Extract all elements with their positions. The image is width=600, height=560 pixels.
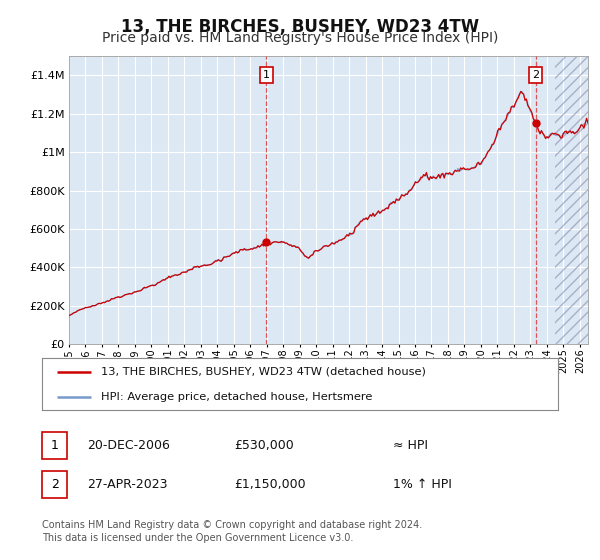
Text: 20-DEC-2006: 20-DEC-2006 [87,438,170,452]
Text: 27-APR-2023: 27-APR-2023 [87,478,167,491]
Text: 2: 2 [50,478,59,491]
Text: 2: 2 [532,70,539,80]
Text: 1% ↑ HPI: 1% ↑ HPI [393,478,452,491]
Bar [555,56,588,344]
Text: £1,150,000: £1,150,000 [234,478,305,491]
Text: £530,000: £530,000 [234,438,294,452]
Text: HPI: Average price, detached house, Hertsmere: HPI: Average price, detached house, Hert… [101,391,373,402]
Text: ≈ HPI: ≈ HPI [393,438,428,452]
Text: 1: 1 [263,70,270,80]
Text: 13, THE BIRCHES, BUSHEY, WD23 4TW: 13, THE BIRCHES, BUSHEY, WD23 4TW [121,18,479,36]
Text: 1: 1 [50,438,59,452]
Text: 13, THE BIRCHES, BUSHEY, WD23 4TW (detached house): 13, THE BIRCHES, BUSHEY, WD23 4TW (detac… [101,367,426,377]
Text: Price paid vs. HM Land Registry's House Price Index (HPI): Price paid vs. HM Land Registry's House … [102,31,498,45]
Text: Contains HM Land Registry data © Crown copyright and database right 2024.
This d: Contains HM Land Registry data © Crown c… [42,520,422,543]
